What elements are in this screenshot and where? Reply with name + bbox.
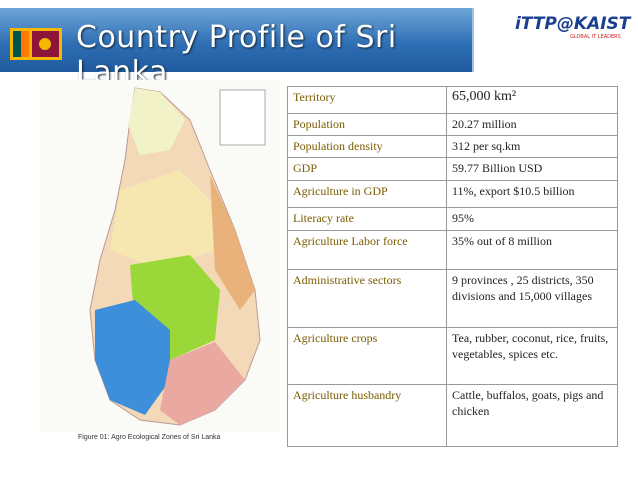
row-label: Agriculture crops <box>287 327 447 385</box>
row-value: 59.77 Billion USD <box>446 157 618 181</box>
row-value: 20.27 million <box>446 113 618 136</box>
table-row: Agriculture Labor force 35% out of 8 mill… <box>287 230 618 270</box>
logo-subtitle: GLOBAL IT LEADERS <box>570 34 621 40</box>
table-row: Agriculture in GDP 11%, export $10.5 bill… <box>287 180 618 208</box>
row-label: Administrative sectors <box>287 269 447 328</box>
row-label: Agriculture in GDP <box>287 180 447 208</box>
row-value: Cattle, buffalos, goats, pigs and chicke… <box>446 384 618 447</box>
table-row: Population density 312 per sq.km <box>287 135 618 158</box>
row-label: Agriculture Labor force <box>287 230 447 270</box>
table-row: Administrative sectors 9 provinces , 25 d… <box>287 269 618 328</box>
row-value: 35% out of 8 million <box>446 230 618 270</box>
map <box>40 80 280 432</box>
table-row: Literacy rate 95% <box>287 207 618 231</box>
row-label: Population density <box>287 135 447 158</box>
row-label: Agriculture husbandry <box>287 384 447 447</box>
row-label: Literacy rate <box>287 207 447 231</box>
table-row: Agriculture crops Tea, rubber, coconut, r… <box>287 327 618 385</box>
table-row: Population 20.27 million <box>287 113 618 136</box>
row-label: Population <box>287 113 447 136</box>
row-value: 11%, export $10.5 billion <box>446 180 618 208</box>
row-label: Territory <box>287 86 447 114</box>
row-value: 9 provinces , 25 districts, 350 division… <box>446 269 618 328</box>
table-row: Agriculture husbandry Cattle, buffalos, g… <box>287 384 618 447</box>
row-value: 95% <box>446 207 618 231</box>
title-bar: Country Profile of Sri Lanka <box>0 8 474 90</box>
logo: iTTP@KAIST <box>515 14 631 34</box>
row-value: Tea, rubber, coconut, rice, fruits, vege… <box>446 327 618 385</box>
row-value: 65,000 km² <box>446 86 618 114</box>
row-value: 312 per sq.km <box>446 135 618 158</box>
table-row: Territory 65,000 km² <box>287 86 618 114</box>
map-caption: Figure 01: Agro Ecological Zones of Sri … <box>78 434 221 441</box>
table-row: GDP 59.77 Billion USD <box>287 157 618 181</box>
profile-table: Territory 65,000 km² Population 20.27 milli… <box>287 86 618 447</box>
flag <box>10 28 62 60</box>
row-label: GDP <box>287 157 447 181</box>
